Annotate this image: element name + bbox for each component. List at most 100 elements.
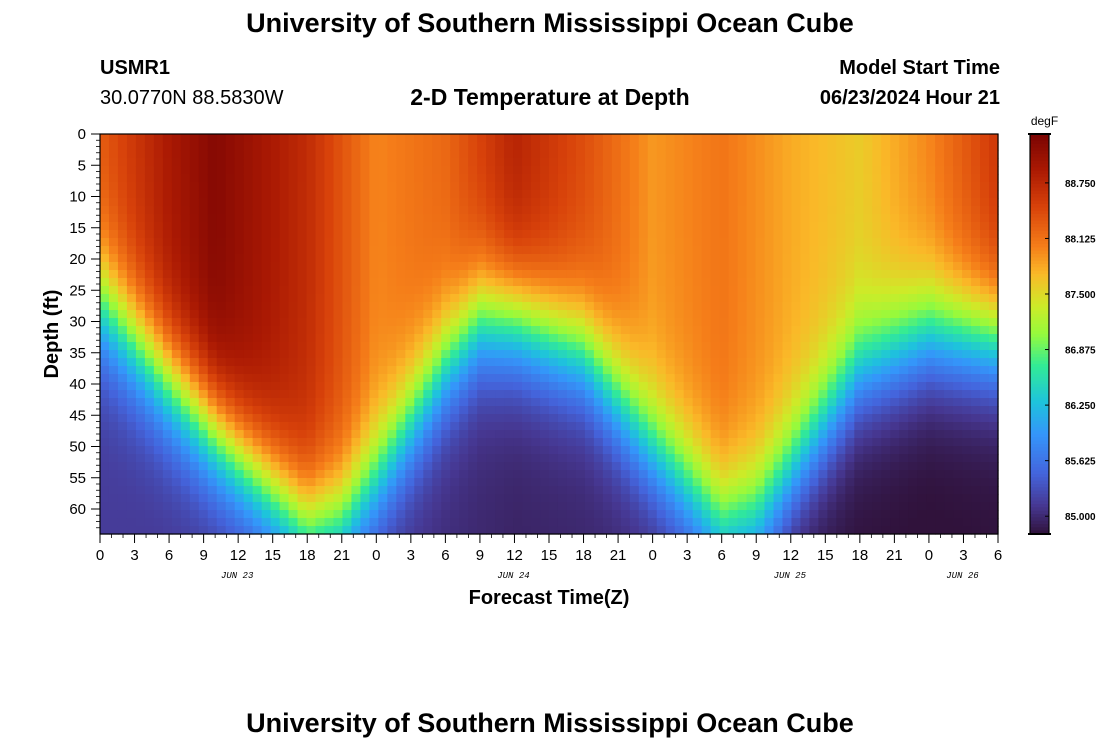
heatmap-cell (575, 390, 586, 399)
heatmap-cell (225, 374, 236, 383)
heatmap-cell (243, 198, 254, 207)
heatmap-cell (584, 190, 595, 199)
heatmap-cell (656, 526, 667, 535)
heatmap-cell (495, 526, 505, 535)
heatmap-cell (100, 326, 110, 335)
heatmap-cell (243, 422, 254, 431)
heatmap-cell (360, 190, 370, 199)
heatmap-cell (243, 222, 254, 231)
heatmap-cell (522, 150, 532, 159)
heatmap-cell (261, 502, 272, 511)
heatmap-cell (288, 278, 299, 287)
heatmap-cell (180, 230, 191, 239)
heatmap-cell (845, 158, 855, 167)
heatmap-cell (198, 134, 209, 143)
heatmap-cell (100, 206, 110, 215)
heatmap-cell (719, 358, 730, 367)
heatmap-cell (881, 430, 891, 439)
heatmap-cell (189, 182, 200, 191)
heatmap-cell (504, 254, 514, 263)
heatmap-cell (800, 166, 811, 175)
heatmap-cell (432, 254, 442, 263)
heatmap-cell (495, 510, 505, 519)
heatmap-cell (755, 286, 766, 295)
heatmap-cell (782, 502, 793, 511)
heatmap-cell (701, 454, 712, 463)
heatmap-cell (917, 486, 927, 495)
heatmap-cell (566, 246, 577, 255)
heatmap-cell (531, 318, 541, 327)
heatmap-cell (459, 374, 469, 383)
heatmap-cell (333, 302, 344, 311)
heatmap-cell (584, 518, 595, 527)
heatmap-cell (504, 470, 514, 479)
heatmap-cell (899, 478, 909, 487)
heatmap-cell (692, 158, 703, 167)
heatmap-cell (414, 166, 424, 175)
heatmap-cell (746, 462, 757, 471)
heatmap-cell (593, 454, 604, 463)
heatmap-cell (405, 262, 415, 271)
heatmap-cell (207, 366, 218, 375)
heatmap-cell (549, 294, 559, 303)
heatmap-cell (522, 206, 532, 215)
heatmap-cell (683, 358, 694, 367)
heatmap-cell (809, 518, 819, 527)
heatmap-cell (818, 238, 828, 247)
heatmap-cell (737, 486, 748, 495)
heatmap-cell (782, 310, 793, 319)
heatmap-cell (423, 302, 433, 311)
heatmap-cell (108, 334, 119, 343)
heatmap-cell (342, 246, 353, 255)
heatmap-cell (252, 254, 263, 263)
heatmap-cell (818, 310, 828, 319)
heatmap-cell (315, 270, 326, 279)
heatmap-cell (468, 350, 478, 359)
heatmap-cell (755, 502, 766, 511)
heatmap-cell (270, 254, 281, 263)
heatmap-cell (845, 134, 855, 143)
heatmap-cell (351, 278, 362, 287)
heatmap-cell (656, 438, 667, 447)
heatmap-cell (405, 222, 415, 231)
heatmap-cell (575, 422, 586, 431)
heatmap-cell (189, 158, 200, 167)
heatmap-cell (540, 486, 550, 495)
heatmap-cell (216, 238, 227, 247)
heatmap-cell (486, 318, 496, 327)
heatmap-cell (432, 206, 442, 215)
heatmap-cell (549, 318, 559, 327)
heatmap-cell (261, 462, 272, 471)
heatmap-cell (459, 422, 469, 431)
heatmap-cell (450, 262, 460, 271)
heatmap-cell (944, 406, 954, 415)
heatmap-cell (117, 382, 128, 391)
heatmap-cell (701, 310, 712, 319)
heatmap-cell (845, 310, 855, 319)
heatmap-cell (342, 454, 353, 463)
heatmap-cell (162, 214, 173, 223)
heatmap-cell (989, 150, 999, 159)
heatmap-cell (423, 158, 433, 167)
heatmap-cell (522, 198, 532, 207)
heatmap-cell (584, 382, 595, 391)
heatmap-cell (441, 190, 451, 199)
heatmap-cell (665, 478, 676, 487)
heatmap-cell (593, 390, 604, 399)
heatmap-cell (683, 342, 694, 351)
heatmap-cell (656, 254, 667, 263)
heatmap-cell (342, 334, 353, 343)
heatmap-cell (953, 310, 963, 319)
heatmap-cell (216, 318, 227, 327)
heatmap-cell (719, 262, 730, 271)
heatmap-cell (234, 350, 245, 359)
heatmap-cell (674, 302, 685, 311)
heatmap-cell (917, 302, 927, 311)
heatmap-cell (683, 422, 694, 431)
heatmap-cell (890, 438, 900, 447)
heatmap-cell (342, 142, 353, 151)
heatmap-cell (629, 342, 640, 351)
heatmap-cell (162, 206, 173, 215)
heatmap-cell (360, 446, 370, 455)
heatmap-cell (908, 438, 918, 447)
